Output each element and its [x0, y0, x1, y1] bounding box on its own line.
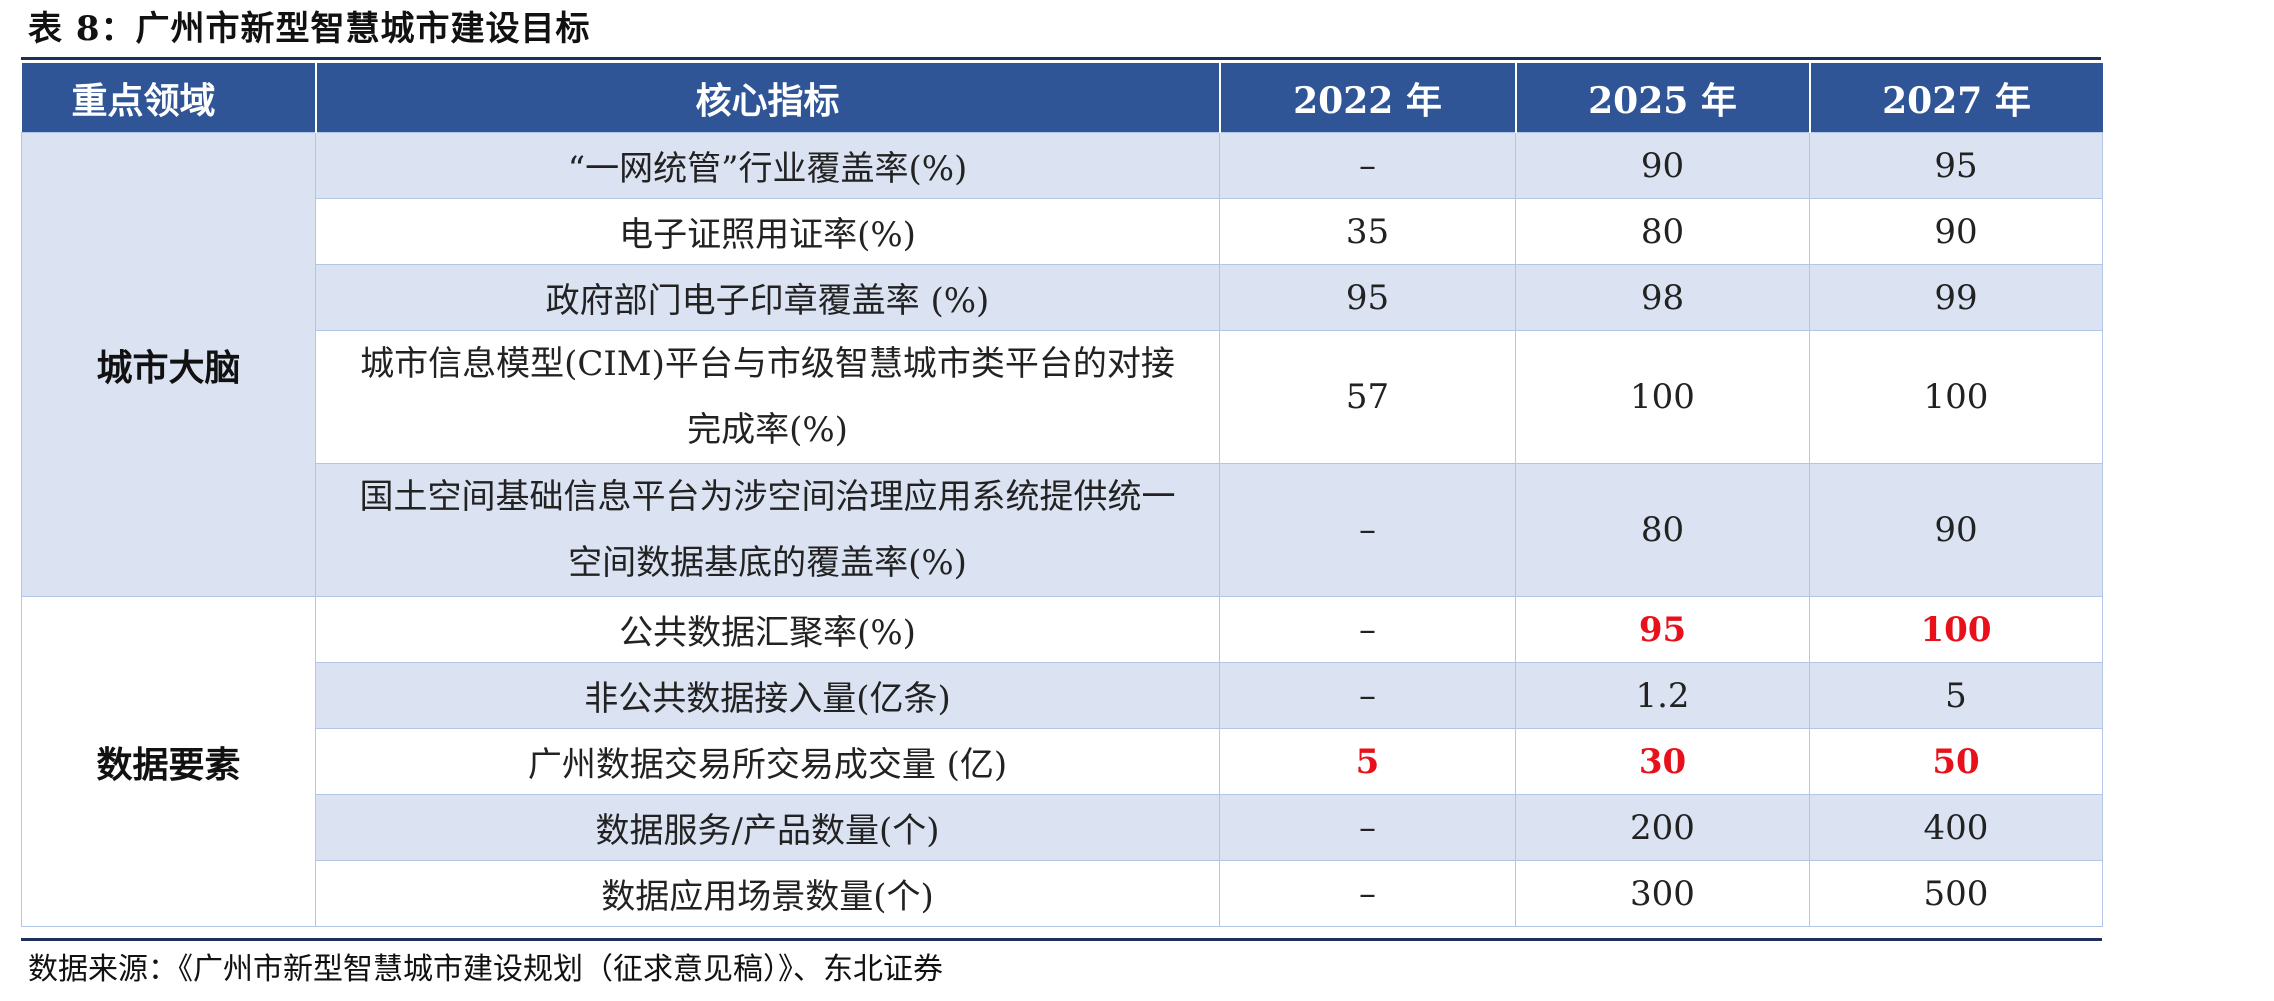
- value-2025: 98: [1515, 264, 1810, 331]
- header-2025: 2025 年: [1514, 63, 1810, 133]
- table-row: 数据应用场景数量(个) – 300 500: [22, 860, 2103, 927]
- value-2022: 95: [1219, 264, 1516, 331]
- value-2025: 95: [1515, 596, 1810, 663]
- value-2027: 99: [1809, 264, 2103, 331]
- value-2027: 90: [1809, 463, 2103, 597]
- area-data-elements: 数据要素: [21, 596, 316, 927]
- value-2022: 57: [1219, 330, 1516, 464]
- source-note: 数据来源：《广州市新型智慧城市建设规划（征求意见稿）》、东北证券: [28, 952, 943, 987]
- value-2025: 200: [1515, 794, 1810, 861]
- table-row: 城市信息模型(CIM)平台与市级智慧城市类平台的对接完成率(%) 57 100 …: [22, 330, 2103, 464]
- value-2025: 90: [1515, 132, 1810, 199]
- table-row: 数据服务/产品数量(个) – 200 400: [22, 794, 2103, 861]
- value-2022: –: [1219, 794, 1516, 861]
- value-2027: 100: [1809, 330, 2103, 464]
- value-2025: 300: [1515, 860, 1810, 927]
- table-row: 数据要素 公共数据汇聚率(%) – 95 100: [21, 596, 2103, 927]
- value-2027: 5: [1809, 662, 2103, 729]
- indicator-cell: 数据应用场景数量(个): [315, 860, 1220, 927]
- value-2022: –: [1219, 132, 1516, 199]
- value-2022: 5: [1219, 728, 1516, 795]
- indicator-cell: 国土空间基础信息平台为涉空间治理应用系统提供统一空间数据基底的覆盖率(%): [315, 463, 1220, 597]
- table-row: 电子证照用证率(%) 35 80 90: [22, 198, 2103, 265]
- header-area: 重点领域: [21, 63, 316, 133]
- table-title: 表 8：广州市新型智慧城市建设目标: [28, 9, 591, 49]
- indicator-cell: 电子证照用证率(%): [315, 198, 1220, 265]
- value-2025: 80: [1515, 198, 1810, 265]
- value-2022: 35: [1219, 198, 1516, 265]
- value-2027: 95: [1809, 132, 2103, 199]
- value-2025: 100: [1515, 330, 1810, 464]
- table-top-rule: [21, 57, 2101, 940]
- table-row: 非公共数据接入量(亿条) – 1.2 5: [22, 662, 2103, 729]
- value-2022: –: [1219, 662, 1516, 729]
- indicator-cell: 广州数据交易所交易成交量 (亿): [315, 728, 1220, 795]
- header-row: 重点领域 核心指标 2022 年 2025 年 2027 年: [21, 63, 2103, 133]
- indicator-cell: 非公共数据接入量(亿条): [315, 662, 1220, 729]
- table-row: 广州数据交易所交易成交量 (亿) 5 30 50: [22, 728, 2103, 795]
- indicator-cell: 数据服务/产品数量(个): [315, 794, 1220, 861]
- indicator-cell: 城市信息模型(CIM)平台与市级智慧城市类平台的对接完成率(%): [315, 330, 1220, 464]
- indicator-cell: 公共数据汇聚率(%): [315, 596, 1220, 663]
- table-bottom-rule: [21, 938, 2102, 941]
- header-2027: 2027 年: [1808, 63, 2103, 133]
- value-2022: –: [1219, 596, 1516, 663]
- value-2027: 50: [1809, 728, 2103, 795]
- value-2027: 100: [1809, 596, 2103, 663]
- indicator-cell: 政府部门电子印章覆盖率 (%): [315, 264, 1220, 331]
- header-2022: 2022 年: [1218, 63, 1516, 133]
- value-2025: 1.2: [1515, 662, 1810, 729]
- value-2025: 30: [1515, 728, 1810, 795]
- value-2022: –: [1219, 463, 1516, 597]
- area-city-brain: 城市大脑: [21, 132, 316, 597]
- table-row: 城市大脑 “一网统管”行业覆盖率(%) – 90 95: [21, 132, 2103, 597]
- value-2027: 90: [1809, 198, 2103, 265]
- header-indicator: 核心指标: [314, 63, 1220, 133]
- table-row: 政府部门电子印章覆盖率 (%) 95 98 99: [22, 264, 2103, 331]
- value-2027: 500: [1809, 860, 2103, 927]
- indicator-cell: “一网统管”行业覆盖率(%): [315, 132, 1220, 199]
- targets-table: 重点领域 核心指标 2022 年 2025 年 2027 年 城市大脑 “一网统…: [21, 63, 2103, 927]
- value-2027: 400: [1809, 794, 2103, 861]
- table-row: 国土空间基础信息平台为涉空间治理应用系统提供统一空间数据基底的覆盖率(%) – …: [22, 463, 2103, 597]
- value-2025: 80: [1515, 463, 1810, 597]
- value-2022: –: [1219, 860, 1516, 927]
